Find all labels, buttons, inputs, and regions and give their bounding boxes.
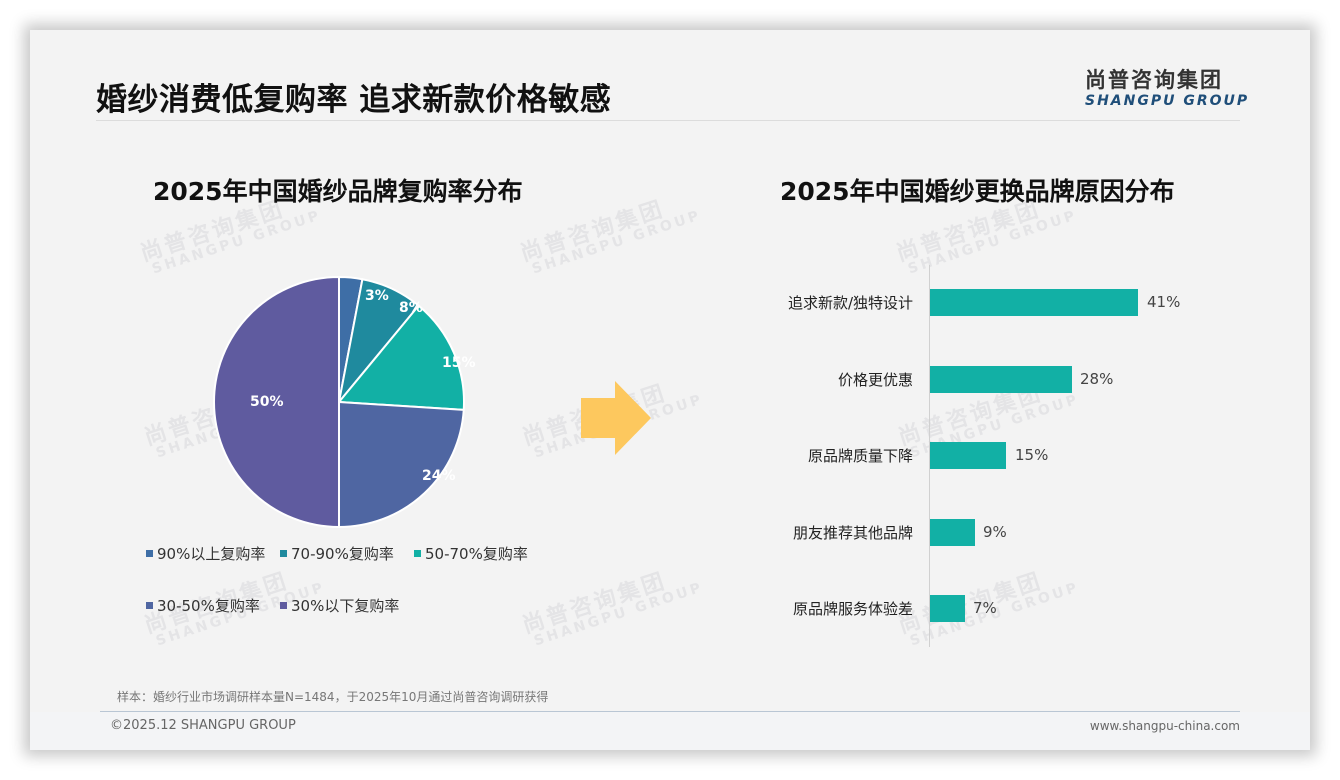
arrow-right-icon — [581, 381, 651, 459]
legend-item: 30-50%复购率 — [146, 595, 260, 616]
website-link[interactable]: www.shangpu-china.com — [1089, 719, 1240, 733]
legend-item: 90%以上复购率 — [146, 543, 265, 564]
pie-label-3: 3% — [365, 288, 389, 304]
pie-chart-title: 2025年中国婚纱品牌复购率分布 — [153, 177, 523, 206]
pie-label-15: 15% — [442, 355, 476, 371]
copyright-text: ©2025.12 SHANGPU GROUP — [110, 718, 296, 733]
bar-chart: 追求新款/独特设计 41% 价格更优惠 28% 原品牌质量下降 15% 朋友推荐… — [760, 265, 1240, 650]
legend-swatch — [146, 602, 153, 609]
legend-swatch — [280, 550, 287, 557]
bar — [930, 595, 965, 622]
pie-slice-below-30 — [213, 276, 340, 528]
footer — [30, 712, 1310, 750]
pie-label-24: 24% — [422, 468, 456, 484]
legend-swatch — [146, 550, 153, 557]
pie-chart-graphic — [213, 275, 465, 528]
slide: 尚普咨询集团 SHANGPU GROUP 尚普咨询集团 SHANGPU GROUP … — [30, 30, 1310, 750]
source-note: 样本：婚纱行业市场调研样本量N=1484，于2025年10月通过尚普咨询调研获得 — [117, 690, 549, 704]
page-title: 婚纱消费低复购率 追求新款价格敏感 — [96, 82, 612, 118]
bar — [930, 289, 1138, 316]
legend-item: 50-70%复购率 — [414, 543, 528, 564]
bar-chart-title: 2025年中国婚纱更换品牌原因分布 — [780, 177, 1175, 206]
bar-row: 朋友推荐其他品牌 9% — [760, 517, 1240, 547]
legend-item: 30%以下复购率 — [280, 595, 399, 616]
pie-slice-30-50 — [338, 401, 465, 528]
bar-row: 原品牌质量下降 15% — [760, 440, 1240, 470]
pie-slice-50-70 — [338, 304, 465, 411]
pie-chart: 3% 8% 15% 24% 50% — [213, 275, 476, 532]
footer-divider — [100, 711, 1240, 712]
logo-cn-text: 尚普咨询集团 — [1085, 68, 1223, 92]
legend-swatch — [280, 602, 287, 609]
category-axis — [929, 265, 930, 647]
bar — [930, 442, 1006, 469]
pie-label-50: 50% — [250, 394, 284, 410]
pie-label-8: 8% — [399, 300, 423, 316]
legend-swatch — [414, 550, 421, 557]
brand-logo: 尚普咨询集团 SHANGPU GROUP — [1085, 64, 1249, 109]
bar — [930, 366, 1072, 393]
legend-item: 70-90%复购率 — [280, 543, 394, 564]
logo-en-text: SHANGPU GROUP — [1085, 93, 1250, 109]
bar-row: 价格更优惠 28% — [760, 364, 1240, 394]
title-divider — [96, 120, 1240, 121]
bar-row: 原品牌服务体验差 7% — [760, 593, 1240, 623]
bar — [930, 519, 975, 546]
bar-row: 追求新款/独特设计 41% — [760, 287, 1240, 317]
